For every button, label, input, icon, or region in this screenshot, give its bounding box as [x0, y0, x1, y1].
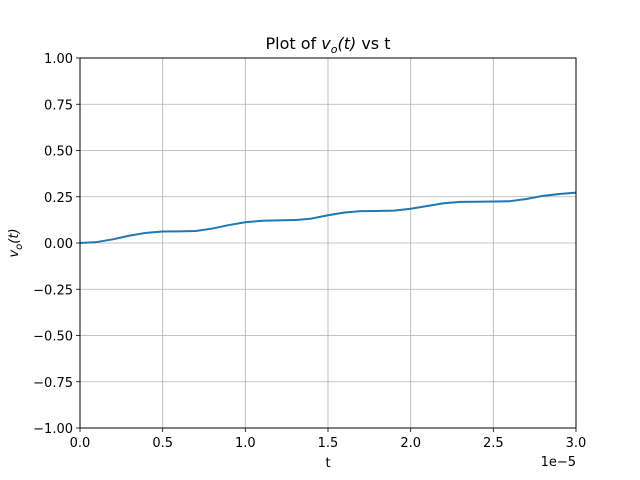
y-tick-label: 0.50	[44, 145, 73, 160]
x-tick-label: 1.5	[318, 436, 339, 451]
series-layer	[79, 191, 577, 244]
x-tick-label: 2.5	[483, 436, 504, 451]
chart-title: Plot of vo(t) vs t	[266, 34, 391, 56]
y-axis-label: vo(t)	[7, 228, 25, 257]
x-tick-label: 3.0	[566, 436, 587, 451]
x-axis-offset-label: 1e−5	[541, 455, 576, 470]
y-tick-label: −0.25	[33, 283, 73, 298]
y-tick-label: 1.00	[44, 52, 73, 67]
y-tick-label: −0.50	[33, 330, 73, 345]
y-tick-label: 0.00	[44, 237, 73, 252]
x-tick-label: 1.0	[235, 436, 256, 451]
x-axis: 0.0 0.5 1.0 1.5 2.0 2.5 3.0	[70, 428, 587, 451]
x-axis-label: t	[325, 456, 330, 471]
y-tick-label: −0.75	[33, 376, 73, 391]
y-axis: 1.00 0.75 0.50 0.25 0.00 −0.25 −0.50 −0.75 −1.00	[33, 52, 80, 437]
series-line	[79, 191, 577, 244]
x-tick-label: 0.5	[152, 436, 173, 451]
y-tick-label: 0.75	[44, 98, 73, 113]
grid	[79, 57, 577, 429]
y-tick-label: −1.00	[33, 422, 73, 437]
x-tick-label: 2.0	[400, 436, 421, 451]
y-tick-label: 0.25	[44, 191, 73, 206]
x-tick-label: 0.0	[70, 436, 91, 451]
